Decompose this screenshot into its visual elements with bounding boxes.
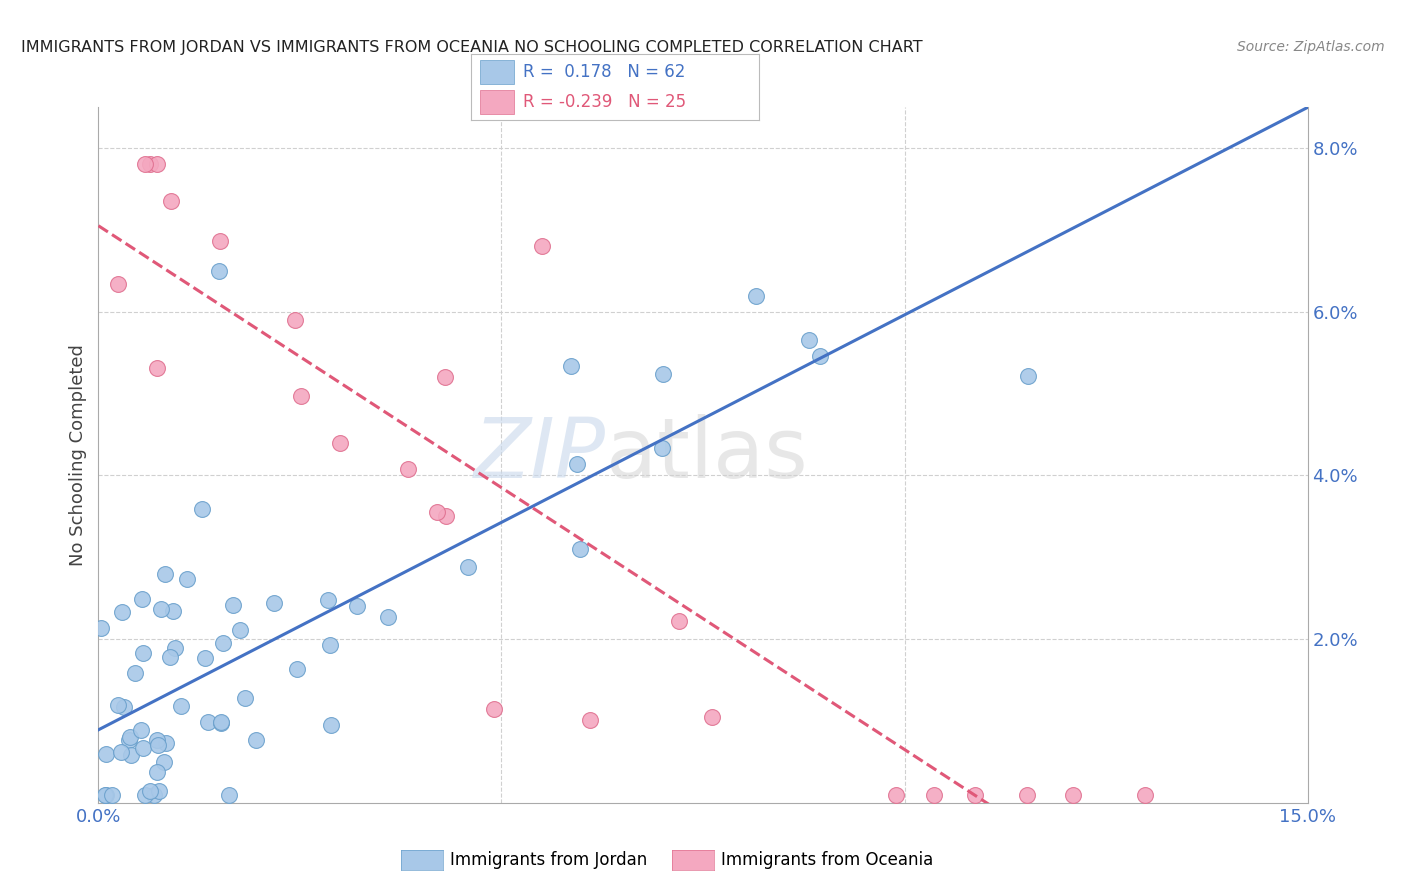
Point bbox=[377, 610, 399, 624]
Point bbox=[965, 788, 987, 802]
Point bbox=[426, 504, 449, 518]
Text: R =  0.178   N = 62: R = 0.178 N = 62 bbox=[523, 63, 685, 81]
Bar bbox=[479, 90, 515, 114]
Point bbox=[652, 367, 675, 381]
Point bbox=[233, 690, 256, 705]
Point bbox=[152, 755, 174, 769]
Point bbox=[120, 747, 142, 762]
Point bbox=[129, 723, 152, 737]
Text: atlas: atlas bbox=[606, 415, 808, 495]
Point bbox=[134, 788, 156, 802]
Point bbox=[118, 732, 141, 747]
Text: Immigrants from Jordan: Immigrants from Jordan bbox=[450, 851, 647, 869]
Point bbox=[245, 732, 267, 747]
Point bbox=[132, 741, 155, 756]
Text: R = -0.239   N = 25: R = -0.239 N = 25 bbox=[523, 93, 686, 111]
Point bbox=[457, 560, 479, 574]
Point bbox=[94, 788, 117, 802]
Point bbox=[287, 662, 309, 676]
Point bbox=[745, 289, 768, 303]
Text: ZIP: ZIP bbox=[474, 415, 606, 495]
Point bbox=[218, 788, 240, 802]
Point bbox=[579, 713, 602, 727]
Point bbox=[209, 716, 232, 731]
Point bbox=[290, 389, 312, 403]
Point bbox=[107, 698, 129, 712]
Point bbox=[159, 194, 181, 209]
Point bbox=[651, 441, 673, 455]
Point bbox=[700, 710, 723, 724]
Point bbox=[145, 733, 167, 747]
Point bbox=[148, 784, 170, 798]
Point bbox=[194, 651, 217, 665]
Y-axis label: No Schooling Completed: No Schooling Completed bbox=[69, 344, 87, 566]
Point bbox=[346, 599, 368, 614]
Point bbox=[143, 788, 166, 802]
Point bbox=[145, 765, 167, 780]
Point bbox=[884, 788, 907, 802]
Point bbox=[155, 566, 177, 581]
Text: IMMIGRANTS FROM JORDAN VS IMMIGRANTS FROM OCEANIA NO SCHOOLING COMPLETED CORRELA: IMMIGRANTS FROM JORDAN VS IMMIGRANTS FRO… bbox=[21, 40, 922, 55]
Point bbox=[396, 462, 419, 476]
Point bbox=[316, 592, 339, 607]
Point bbox=[319, 638, 342, 652]
Point bbox=[110, 745, 132, 759]
Point bbox=[139, 784, 162, 798]
Point bbox=[90, 621, 112, 635]
Point bbox=[112, 699, 135, 714]
Point bbox=[146, 157, 169, 171]
Point bbox=[565, 457, 588, 471]
Point bbox=[94, 747, 117, 761]
Point bbox=[139, 157, 162, 171]
Point bbox=[118, 730, 141, 744]
Point bbox=[482, 701, 505, 715]
Point bbox=[1062, 788, 1084, 802]
Point bbox=[1133, 788, 1156, 802]
Point bbox=[329, 435, 352, 450]
Point bbox=[209, 715, 232, 730]
Point bbox=[132, 646, 155, 660]
Point bbox=[319, 718, 342, 732]
Point bbox=[169, 698, 191, 713]
Point bbox=[94, 788, 117, 802]
Point bbox=[530, 239, 553, 253]
Point bbox=[1017, 368, 1039, 383]
Point bbox=[1017, 788, 1039, 802]
Point bbox=[101, 788, 124, 802]
Point bbox=[209, 234, 232, 248]
Point bbox=[159, 649, 181, 664]
Point bbox=[922, 788, 945, 802]
Point bbox=[124, 665, 146, 680]
Point bbox=[155, 736, 177, 750]
Point bbox=[107, 277, 129, 291]
Point bbox=[434, 509, 457, 524]
Point bbox=[569, 541, 592, 556]
Point bbox=[146, 361, 169, 376]
Text: Source: ZipAtlas.com: Source: ZipAtlas.com bbox=[1237, 40, 1385, 54]
Point bbox=[162, 604, 184, 618]
Text: Immigrants from Oceania: Immigrants from Oceania bbox=[721, 851, 934, 869]
Point bbox=[560, 359, 582, 374]
Point bbox=[176, 572, 198, 586]
Point bbox=[808, 349, 831, 363]
Point bbox=[165, 640, 187, 655]
Point bbox=[150, 601, 173, 615]
Point bbox=[146, 738, 169, 752]
Point bbox=[284, 313, 307, 327]
Point bbox=[263, 596, 285, 610]
Point bbox=[197, 715, 219, 730]
Point bbox=[434, 370, 457, 384]
Point bbox=[229, 623, 252, 637]
Point bbox=[131, 592, 153, 607]
Point bbox=[668, 614, 690, 628]
Point bbox=[221, 599, 243, 613]
Point bbox=[111, 606, 134, 620]
Point bbox=[191, 502, 214, 516]
Point bbox=[797, 333, 820, 347]
Point bbox=[134, 157, 156, 171]
Point bbox=[208, 264, 231, 278]
Point bbox=[211, 635, 233, 649]
Bar bbox=[479, 61, 515, 84]
